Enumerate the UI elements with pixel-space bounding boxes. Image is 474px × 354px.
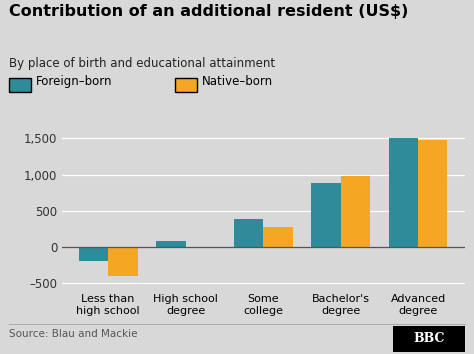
Text: Source: Blau and Mackie: Source: Blau and Mackie [9,329,138,339]
Text: Contribution of an additional resident (US$): Contribution of an additional resident (… [9,4,409,18]
Text: Foreign–born: Foreign–born [36,75,112,88]
Text: Native–born: Native–born [201,75,273,88]
Text: BBC: BBC [413,332,445,346]
Bar [79,247,108,261]
Bar [108,247,137,276]
Bar [418,140,447,247]
Bar [311,183,340,247]
Bar [340,176,370,247]
Bar [156,241,186,247]
Text: By place of birth and educational attainment: By place of birth and educational attain… [9,57,275,70]
Bar [263,227,292,247]
Bar [186,246,215,247]
Bar [234,219,263,247]
Bar [389,138,418,247]
